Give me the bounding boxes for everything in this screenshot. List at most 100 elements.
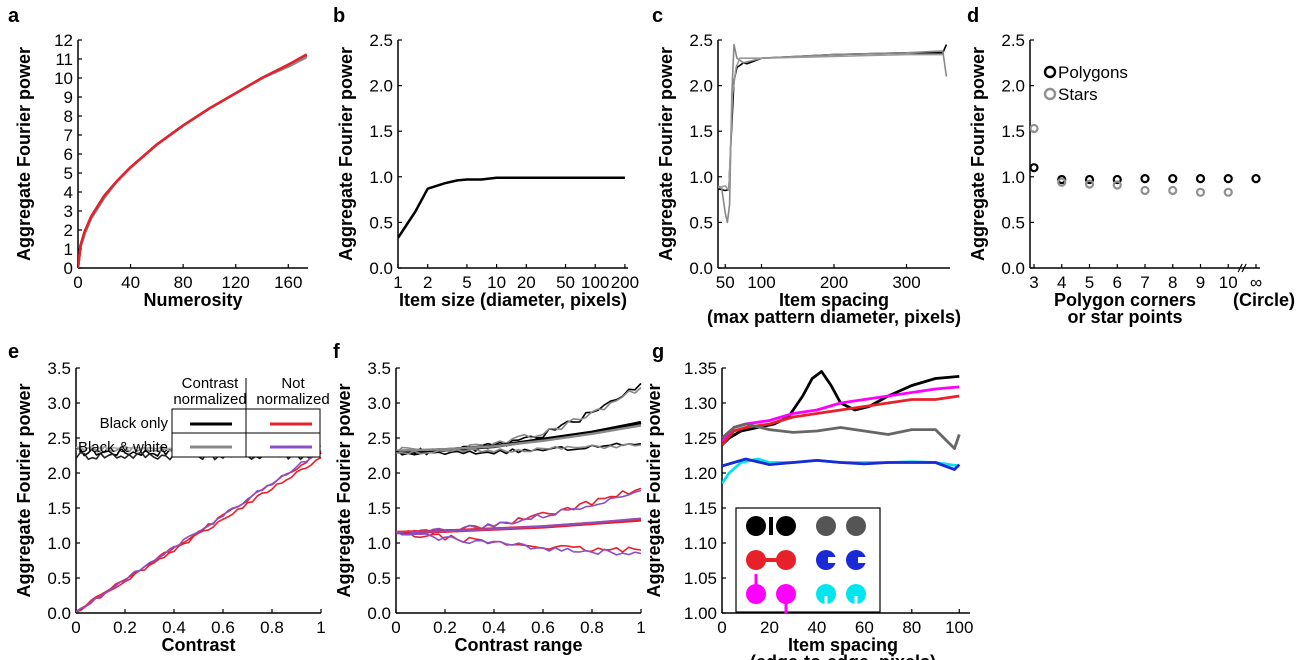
y-tick-label-a-8: 8	[64, 107, 73, 126]
y-axis-label-b: Aggregate Fourier power	[336, 47, 356, 261]
stimulus-dot-0-0-a	[746, 516, 766, 536]
point-d-1-7	[1223, 187, 1233, 197]
x-tick-label-f-5: 1	[636, 618, 645, 637]
x-tick-label-f-4: 0.8	[580, 618, 604, 637]
y-tick-label-g-4: 1.20	[684, 464, 717, 483]
y-axis-label-d: Aggregate Fourier power	[968, 47, 988, 261]
x-tick-label-b-2: 5	[462, 273, 471, 292]
y-axis-label-e: Aggregate Fourier power	[14, 383, 34, 597]
y-tick-label-a-2: 2	[64, 221, 73, 240]
series-group-c	[718, 43, 948, 224]
stimulus-dot-2-1-a	[816, 584, 836, 604]
y-tick-label-d-1: 0.5	[1001, 213, 1025, 232]
x-tick-label-d-4: 7	[1140, 273, 1149, 292]
x-tick-label-e-0: 0	[71, 618, 80, 637]
stimulus-bar	[769, 517, 773, 535]
series-line-c-0	[718, 44, 948, 192]
stimulus-dot-2-1-b	[846, 584, 866, 604]
x-tick-label-a-0: 0	[73, 273, 82, 292]
y-tick-label-a-4: 4	[64, 183, 73, 202]
x-tick-label-f-3: 0.6	[531, 618, 555, 637]
y-tick-label-c-2: 1.0	[689, 168, 713, 187]
x-tick-label-d-5: 8	[1168, 273, 1177, 292]
y-tick-label-d-5: 2.5	[1001, 31, 1025, 50]
panel-letter-f: f	[333, 341, 340, 363]
x-tick-label-d-3: 6	[1113, 273, 1122, 292]
x-axis-label-d: Polygon corners	[1054, 290, 1196, 310]
series-line-a-2	[78, 53, 308, 268]
stimulus-dot-0-1-b	[846, 516, 866, 536]
y-tick-label-b-1: 0.5	[369, 213, 393, 232]
stimulus-stem	[784, 602, 788, 614]
stimulus-slot	[854, 596, 858, 605]
legend-col-header: normalized	[173, 391, 246, 408]
series-group-g	[722, 370, 961, 485]
series-group-e	[76, 445, 322, 613]
y-tick-label-f-6: 3.0	[367, 394, 391, 413]
panel-g: g 1.00 1.05 1.10 1.15 1.20 1.25 1.30 1.35 0 20 40 60…	[644, 341, 973, 660]
y-tick-label-f-7: 3.5	[367, 359, 391, 378]
x-tick-label-c-0: 50	[716, 273, 735, 292]
y-tick-label-a-9: 9	[64, 88, 73, 107]
y-tick-label-e-5: 2.5	[47, 429, 71, 448]
y-axis-label-f: Aggregate Fourier power	[334, 383, 354, 597]
series-line-g-5	[722, 457, 961, 471]
x-axis-label-d: or star points	[1067, 307, 1182, 327]
stimulus-notch	[858, 557, 867, 563]
y-tick-label-g-3: 1.15	[684, 499, 717, 518]
x-axis-label-e: Contrast	[161, 635, 235, 655]
series-line-a-1	[78, 55, 308, 268]
stimulus-link	[756, 558, 786, 562]
y-tick-label-g-5: 1.25	[684, 429, 717, 448]
x-tick-label-g-5: 100	[945, 618, 973, 637]
y-tick-label-c-5: 2.5	[689, 31, 713, 50]
stimulus-dot-1-1-b	[846, 550, 866, 570]
stimulus-slot	[824, 596, 828, 605]
x-tick-label-d-8: ∞	[1250, 273, 1262, 292]
x-tick-label-b-3: 10	[487, 273, 506, 292]
y-tick-label-f-4: 2.0	[367, 464, 391, 483]
y-tick-label-g-1: 1.05	[684, 569, 717, 588]
x-tick-label-c-3: 300	[892, 273, 920, 292]
legend-col-header: normalized	[256, 391, 329, 408]
y-axis-label-g: Aggregate Fourier power	[644, 383, 664, 597]
x-tick-label-f-1: 0.2	[433, 618, 457, 637]
point-d-1-6	[1195, 187, 1206, 197]
panel-letter-b: b	[333, 5, 345, 27]
point-d-1-0	[1030, 123, 1039, 134]
x-tick-label-d-0: 3	[1029, 273, 1038, 292]
x-axis-label-c: Item spacing	[779, 290, 889, 310]
y-tick-label-c-4: 2.0	[689, 77, 713, 96]
y-tick-label-a-7: 7	[64, 126, 73, 145]
x-tick-label-d-2: 5	[1085, 273, 1094, 292]
legend-col-header: Not	[281, 375, 305, 392]
y-tick-label-c-0: 0.0	[689, 259, 713, 278]
point-d-0-5	[1168, 174, 1178, 184]
y-tick-label-b-3: 1.5	[369, 122, 393, 141]
panel-e: e 0.0 0.5 1.0 1.5 2.0 2.5 3.0 3.5 0 0.2 0.4 0.6 0.8 1 C…	[8, 341, 330, 655]
x-tick-label-e-5: 1	[316, 618, 325, 637]
x-tick-label-e-1: 0.2	[113, 618, 137, 637]
series-line-f-5	[396, 443, 642, 455]
x-tick-label-b-4: 20	[517, 273, 536, 292]
panel-letter-c: c	[652, 5, 663, 27]
point-d-1-1	[1057, 177, 1067, 187]
stimulus-notch	[828, 557, 837, 563]
panel-letter-g: g	[652, 341, 664, 363]
y-tick-label-g-7: 1.35	[684, 359, 717, 378]
point-d-0-2	[1084, 174, 1095, 185]
series-line-a-0	[78, 54, 308, 268]
x-tick-label-e-2: 0.4	[162, 618, 186, 637]
y-tick-label-e-2: 1.0	[47, 534, 71, 553]
x-axis-label-f: Contrast range	[454, 635, 582, 655]
series-line-f-7	[396, 489, 642, 536]
x-tick-label-d-1: 4	[1057, 273, 1066, 292]
panel-d: d 0.0 0.5 1.0 1.5 2.0 2.5 3 4 5 6 7 8 9 10 ∞ Polygon cor…	[967, 5, 1295, 327]
x-tick-label-c-1: 100	[747, 273, 775, 292]
series-line-g-0	[722, 370, 960, 446]
y-tick-label-c-1: 0.5	[689, 213, 713, 232]
legend-label-0: Polygons	[1058, 63, 1128, 82]
series-line-f-11	[396, 530, 642, 556]
